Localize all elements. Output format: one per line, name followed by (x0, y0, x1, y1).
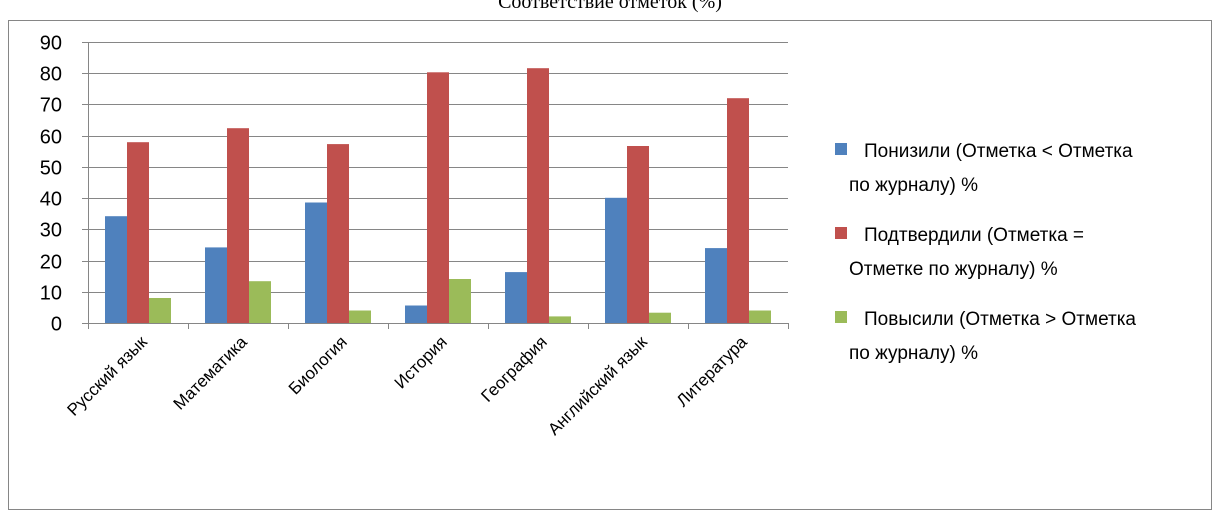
legend-swatch-3 (835, 311, 847, 323)
y-tick-label: 60 (40, 127, 62, 149)
bar-series-1-3 (405, 305, 427, 323)
bar-series-2-2 (327, 144, 349, 323)
bar-series-3-1 (249, 281, 271, 323)
y-tick-label: 30 (40, 220, 62, 242)
bar-series-3-4 (549, 316, 571, 323)
bar-series-1-4 (505, 272, 527, 323)
chart-border (8, 20, 1212, 510)
y-tick-label: 10 (40, 283, 62, 305)
bar-series-1-1 (205, 247, 227, 323)
bar-series-2-0 (127, 142, 149, 323)
bar-series-3-2 (349, 310, 371, 323)
bar-series-1-2 (305, 202, 327, 323)
bar-series-3-5 (649, 312, 671, 323)
legend-label-1: по журналу) % (849, 175, 978, 196)
y-tick-label: 50 (40, 158, 62, 180)
bar-series-2-1 (227, 128, 249, 323)
legend-label-2: Подтвердили (Отметка = (864, 225, 1084, 246)
x-category-label: Литература (673, 332, 751, 410)
legend-label-3: по журналу) % (849, 343, 978, 364)
x-category-label: Английский язык (544, 332, 651, 439)
x-category-label: Математика (170, 332, 252, 414)
legend-label-1: Понизили (Отметка < Отметка (864, 141, 1133, 162)
bars (105, 68, 771, 323)
bar-series-2-6 (727, 98, 749, 323)
chart-title: Соответствие отметок (%) (498, 0, 722, 13)
axes: 0 10 20 30 40 50 60 70 80 90 Русский язык Математик… (40, 33, 789, 439)
y-tick-label: 80 (40, 64, 62, 86)
legend-label-3: Повысили (Отметка > Отметка (864, 309, 1136, 330)
legend-swatch-1 (835, 143, 847, 155)
bar-series-3-3 (449, 279, 471, 323)
y-tick-label: 90 (40, 33, 62, 55)
legend-label-2: Отметке по журналу) % (849, 259, 1058, 280)
x-category-label: Биология (285, 332, 351, 398)
x-category-label: География (477, 332, 550, 405)
bar-series-2-4 (527, 68, 549, 323)
bar-series-1-5 (605, 197, 627, 323)
bar-series-1-0 (105, 216, 127, 323)
bar-series-3-0 (149, 298, 171, 323)
y-tick-label: 0 (51, 314, 62, 336)
y-tick-label: 20 (40, 252, 62, 274)
bar-series-2-5 (627, 146, 649, 323)
y-tick-label: 40 (40, 189, 62, 211)
y-tick-label: 70 (40, 95, 62, 117)
bar-series-2-3 (427, 72, 449, 323)
bar-series-3-6 (749, 310, 771, 323)
legend: Понизили (Отметка < Отметка по журналу) %… (835, 141, 1136, 364)
legend-swatch-2 (835, 227, 847, 239)
x-category-label: История (391, 332, 451, 392)
bar-series-1-6 (705, 248, 727, 323)
x-category-label: Русский язык (64, 332, 152, 420)
